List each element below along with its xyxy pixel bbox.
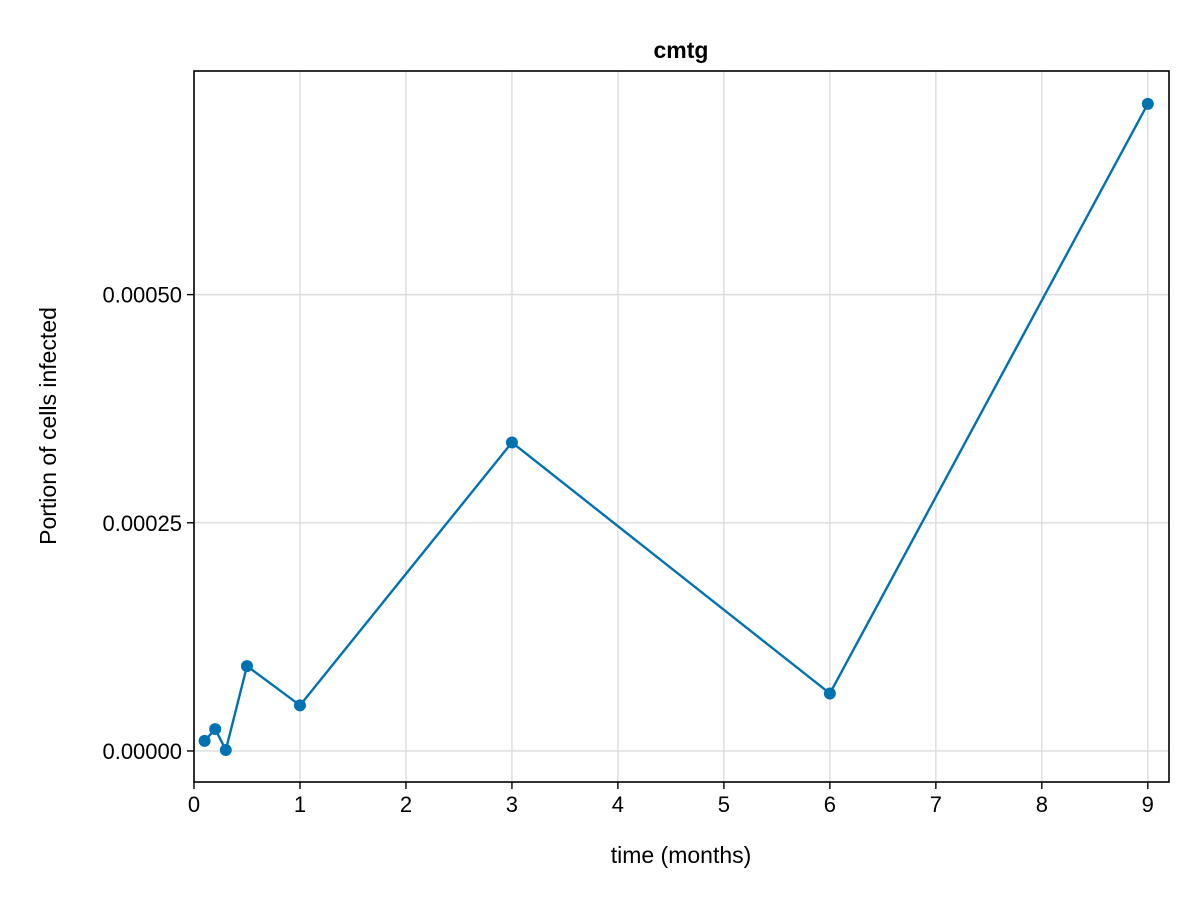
x-tick-label: 5 xyxy=(718,792,730,817)
x-tick-label: 1 xyxy=(294,792,306,817)
data-point xyxy=(505,436,518,449)
data-point xyxy=(240,660,253,673)
x-tick-label: 9 xyxy=(1142,792,1154,817)
data-point xyxy=(1141,97,1154,110)
y-axis-ticks: 0.00000 0.00025 0.00050 xyxy=(102,283,194,764)
data-point xyxy=(209,723,222,736)
x-tick-label: 4 xyxy=(612,792,624,817)
chart-title: cmtg xyxy=(654,37,709,63)
x-tick-label: 3 xyxy=(506,792,518,817)
plot-frame xyxy=(193,70,1170,783)
data-point xyxy=(219,744,232,757)
y-axis-label: Portion of cells infected xyxy=(35,307,61,545)
grid-layer xyxy=(193,71,1169,782)
y-tick-label: 0.00050 xyxy=(102,283,182,308)
data-point xyxy=(823,687,836,700)
data-point xyxy=(293,699,306,712)
x-axis-label: time (months) xyxy=(611,842,752,868)
series-line xyxy=(203,103,1149,752)
x-tick-label: 8 xyxy=(1036,792,1048,817)
x-tick-label: 6 xyxy=(824,792,836,817)
series-layer xyxy=(198,97,1154,757)
data-point xyxy=(198,734,211,747)
x-tick-label: 0 xyxy=(188,792,200,817)
x-tick-label: 7 xyxy=(930,792,942,817)
y-tick-label: 0.00025 xyxy=(102,511,182,536)
x-axis-ticks: 0 1 2 3 4 5 6 7 8 9 xyxy=(188,782,1154,817)
x-tick-label: 2 xyxy=(400,792,412,817)
y-tick-label: 0.00000 xyxy=(102,739,182,764)
